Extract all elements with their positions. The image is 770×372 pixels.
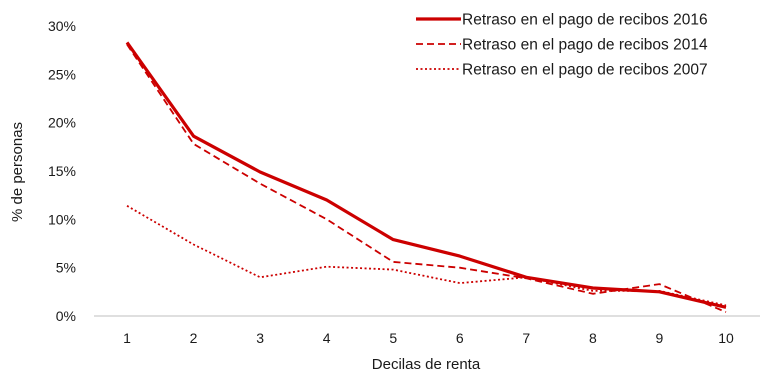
- x-tick-label: 2: [190, 330, 198, 346]
- series-line-2: [126, 43, 727, 313]
- y-tick-label: 15%: [48, 163, 76, 179]
- legend: Retraso en el pago de recibos 2016 Retras…: [416, 12, 708, 79]
- x-tick-label: 10: [718, 330, 734, 346]
- x-tick-label: 4: [323, 330, 331, 346]
- y-tick-label: 0%: [56, 308, 76, 324]
- x-tick-label: 3: [256, 330, 264, 346]
- x-tick-label: 8: [589, 330, 597, 346]
- y-tick-label: 10%: [48, 211, 76, 227]
- series-lines: [125, 41, 727, 313]
- x-tick-label: 5: [389, 330, 397, 346]
- x-tick-label: 6: [456, 330, 464, 346]
- series-line-3: [126, 205, 727, 307]
- legend-label-2: Retraso en el pago de recibos 2014: [462, 37, 708, 54]
- y-axis-title: % de personas: [9, 122, 26, 222]
- series-line-1: [125, 41, 727, 309]
- legend-label-1: Retraso en el pago de recibos 2016: [462, 12, 708, 29]
- x-tick-label: 9: [656, 330, 664, 346]
- y-tick-label: 25%: [48, 66, 76, 82]
- y-tick-label: 20%: [48, 115, 76, 131]
- y-axis-ticks: 0% 5% 10% 15% 20% 25% 30%: [48, 18, 76, 324]
- x-tick-label: 1: [123, 330, 131, 346]
- x-axis-ticks: 1 2 3 4 5 6 7 8 9 10: [123, 330, 734, 346]
- y-tick-label: 5%: [56, 260, 76, 276]
- legend-label-3: Retraso en el pago de recibos 2007: [462, 62, 708, 79]
- x-tick-label: 7: [522, 330, 530, 346]
- y-tick-label: 30%: [48, 18, 76, 34]
- x-axis-title: Decilas de renta: [372, 356, 481, 372]
